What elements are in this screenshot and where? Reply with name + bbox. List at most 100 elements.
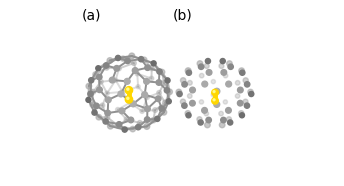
Circle shape xyxy=(125,96,132,103)
Circle shape xyxy=(114,65,119,71)
Circle shape xyxy=(180,99,185,104)
Circle shape xyxy=(157,90,161,95)
Circle shape xyxy=(212,97,218,104)
Circle shape xyxy=(153,108,158,113)
Circle shape xyxy=(114,78,118,82)
Circle shape xyxy=(202,108,207,113)
Circle shape xyxy=(104,63,109,68)
Circle shape xyxy=(109,77,115,83)
Circle shape xyxy=(228,120,233,125)
Circle shape xyxy=(161,109,167,115)
Circle shape xyxy=(149,66,154,71)
Circle shape xyxy=(237,87,243,93)
Circle shape xyxy=(213,91,215,93)
Circle shape xyxy=(97,87,102,93)
Circle shape xyxy=(206,70,212,75)
Circle shape xyxy=(96,114,101,120)
Circle shape xyxy=(248,89,253,95)
Circle shape xyxy=(176,89,182,95)
Circle shape xyxy=(187,81,192,85)
Circle shape xyxy=(98,79,103,84)
Circle shape xyxy=(132,68,138,73)
Circle shape xyxy=(105,97,111,103)
Circle shape xyxy=(124,117,129,122)
Circle shape xyxy=(89,78,94,83)
Circle shape xyxy=(166,99,171,104)
Circle shape xyxy=(223,73,228,78)
Circle shape xyxy=(116,55,121,60)
Circle shape xyxy=(223,100,227,104)
Circle shape xyxy=(165,78,170,83)
Circle shape xyxy=(90,102,95,108)
Circle shape xyxy=(190,87,195,93)
Circle shape xyxy=(187,94,192,98)
Circle shape xyxy=(177,91,182,97)
Circle shape xyxy=(145,65,150,70)
Circle shape xyxy=(162,81,167,86)
Circle shape xyxy=(198,120,203,125)
Circle shape xyxy=(118,91,124,97)
Circle shape xyxy=(185,111,191,116)
Circle shape xyxy=(164,88,170,93)
Circle shape xyxy=(127,97,129,99)
Circle shape xyxy=(199,100,204,104)
Circle shape xyxy=(125,87,132,94)
Circle shape xyxy=(159,69,165,75)
Text: (b): (b) xyxy=(173,9,193,23)
Circle shape xyxy=(245,82,250,87)
Circle shape xyxy=(219,111,223,116)
Circle shape xyxy=(128,117,134,123)
Circle shape xyxy=(88,91,93,97)
Circle shape xyxy=(181,78,186,83)
Circle shape xyxy=(212,89,218,96)
Circle shape xyxy=(105,91,109,95)
Circle shape xyxy=(219,64,224,68)
Circle shape xyxy=(182,103,187,108)
Circle shape xyxy=(151,61,156,66)
Circle shape xyxy=(144,124,150,129)
Circle shape xyxy=(226,81,232,87)
Circle shape xyxy=(108,123,113,129)
Circle shape xyxy=(204,111,208,116)
Circle shape xyxy=(185,68,191,74)
Circle shape xyxy=(240,70,245,75)
Circle shape xyxy=(122,127,127,132)
Circle shape xyxy=(155,96,161,102)
Circle shape xyxy=(244,103,250,108)
Circle shape xyxy=(182,82,187,87)
Circle shape xyxy=(214,88,220,94)
Circle shape xyxy=(235,94,240,98)
Circle shape xyxy=(129,53,135,59)
Circle shape xyxy=(204,63,209,68)
Circle shape xyxy=(226,117,232,122)
Circle shape xyxy=(120,56,126,61)
Circle shape xyxy=(144,78,149,84)
Circle shape xyxy=(131,61,136,65)
Circle shape xyxy=(228,64,233,69)
Circle shape xyxy=(237,100,243,106)
Circle shape xyxy=(163,100,168,105)
Circle shape xyxy=(227,61,232,66)
Circle shape xyxy=(220,59,225,64)
Circle shape xyxy=(190,100,195,106)
Circle shape xyxy=(137,121,142,125)
Circle shape xyxy=(156,80,162,85)
Circle shape xyxy=(239,68,244,73)
Circle shape xyxy=(136,85,140,89)
Circle shape xyxy=(130,126,136,132)
Circle shape xyxy=(219,122,225,128)
Circle shape xyxy=(86,97,91,102)
Circle shape xyxy=(96,66,101,71)
Circle shape xyxy=(249,92,254,97)
Circle shape xyxy=(140,109,144,113)
Circle shape xyxy=(107,58,113,63)
Circle shape xyxy=(103,119,108,124)
Circle shape xyxy=(197,61,203,66)
Circle shape xyxy=(91,89,96,94)
Circle shape xyxy=(243,99,248,104)
Circle shape xyxy=(202,81,208,87)
Circle shape xyxy=(200,73,204,78)
Circle shape xyxy=(144,117,150,122)
Circle shape xyxy=(197,117,202,122)
Circle shape xyxy=(141,57,147,62)
